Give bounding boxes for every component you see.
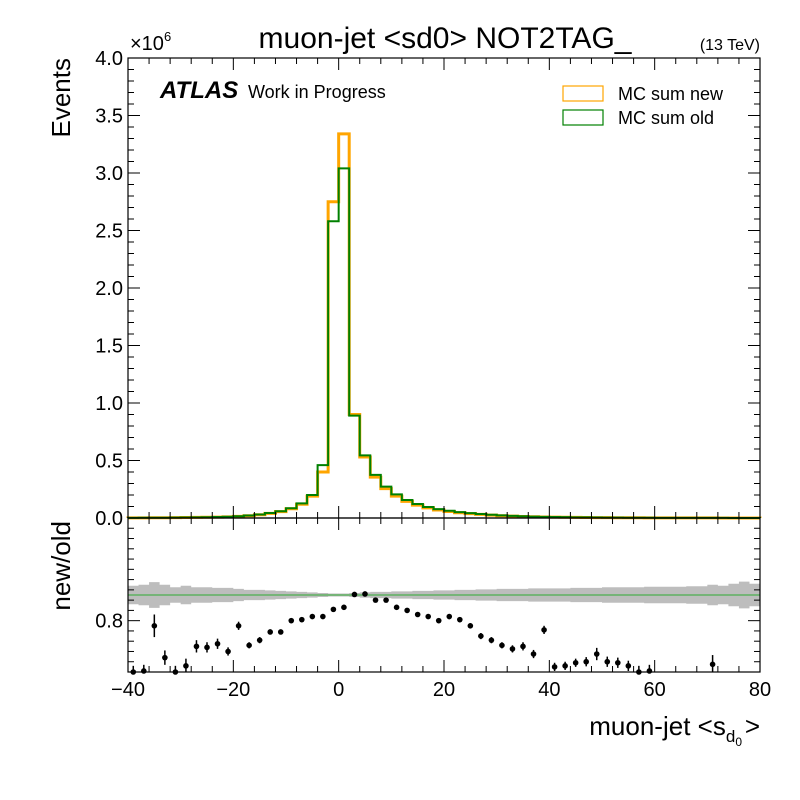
ratio-point [151,614,158,638]
y-axis-label-ratio: new/old [46,521,76,611]
x-tick-label: −40 [111,679,145,701]
ratio-point [520,642,526,651]
ratio-point [478,632,484,640]
ratio-point [488,637,495,644]
ratio-point [299,616,305,623]
ratio-point [362,591,368,597]
ratio-point [372,597,379,603]
ratio-point [572,658,579,667]
ratio-point [404,607,410,614]
ratio-point [246,642,252,649]
y-tick-label: 0.0 [95,508,123,530]
ratio-point [393,604,400,611]
y-tick-label: 0.5 [95,451,123,473]
ratio-point [509,645,516,653]
x-axis-label: muon-jet <sd0 [589,711,742,749]
ratio-point [709,655,716,672]
ratio-point [214,638,221,649]
ratio-point [235,621,242,630]
ratio-point [309,613,316,620]
ratio-point [172,665,179,675]
y-tick-label: 2.0 [95,278,123,300]
y-tick-label: 1.0 [95,393,123,415]
ratio-point [277,629,284,635]
x-tick-label: 20 [433,679,455,701]
histogram-mc-sum-new [126,132,762,520]
y-exponent-base: ×10 [130,33,164,55]
x-axis-label-sub1: d [726,727,735,746]
legend-swatch-new [562,85,604,102]
x-tick-label: 0 [333,679,344,701]
histogram-mc-sum-old [127,167,761,519]
ratio-point [341,604,347,611]
atlas-label: ATLAS [159,77,238,104]
ratio-point [225,647,231,656]
y-exponent-power: 6 [164,29,171,44]
ratio-point [425,613,432,620]
ratio-point [541,625,547,635]
chart-title: muon-jet <sd0> NOT2TAG_ [259,22,633,55]
ratio-point [193,640,200,653]
y-tick-label: 4.0 [95,48,123,70]
ratio-point [583,657,589,667]
ratio-point [615,657,621,668]
legend-label-new: MC sum new [618,84,724,104]
ratio-point [320,613,326,620]
ratio-point [636,665,642,675]
ratio-point [435,617,442,624]
ratio-point [183,658,189,672]
ratio-point [467,623,474,629]
ratio-point [267,629,274,635]
x-tick-label: 40 [538,679,560,701]
ratio-point [457,616,463,623]
legend-swatch-old [562,109,604,126]
ratio-point [330,606,337,613]
y-tick-label: 3.5 [95,106,123,128]
x-axis-label-text: muon-jet <s [589,711,726,741]
ratio-point [351,591,358,598]
ratio-point [562,661,568,670]
ratio-point [551,662,558,671]
x-axis-label-sub2: 0 [735,735,742,749]
ratio-point [499,642,505,649]
x-tick-label: 60 [644,679,666,701]
y-tick-label: 1.5 [95,336,123,358]
ratio-point [414,611,421,618]
ratio-y-tick-label: 0.8 [95,611,123,633]
ratio-point [288,617,295,624]
ratio-point [204,642,210,653]
histogram-layer [126,132,762,520]
ratio-point [162,650,168,665]
atlas-sublabel: Work in Progress [248,82,386,102]
ratio-uncertainty-band [128,581,760,609]
y-axis-label-main: Events [46,58,76,138]
x-axis-label-close: > [745,711,760,741]
x-tick-label: −20 [216,679,250,701]
x-tick-label: 80 [749,679,771,701]
y-tick-label: 2.5 [95,221,123,243]
ratio-point [383,597,389,603]
ratio-point [446,613,453,620]
axis-ticks-layer: −40 −20 0 20 40 60 80 0.0 0.5 1.0 1.5 2.0 2.5 3.0 3.5 4… [95,48,771,701]
legend-label-old: MC sum old [618,108,714,128]
ratio-point [530,649,537,659]
ratio-plot-frame [127,517,761,673]
ratio-point [130,665,137,675]
ratio-point [625,660,632,671]
y-tick-label: 3.0 [95,163,123,185]
energy-label: (13 TeV) [700,37,760,54]
ratio-point [256,637,263,644]
y-exponent-label: ×106 [130,29,171,55]
ratio-point [593,647,600,661]
ratio-point [604,656,611,667]
ratio-points-layer [130,591,716,675]
